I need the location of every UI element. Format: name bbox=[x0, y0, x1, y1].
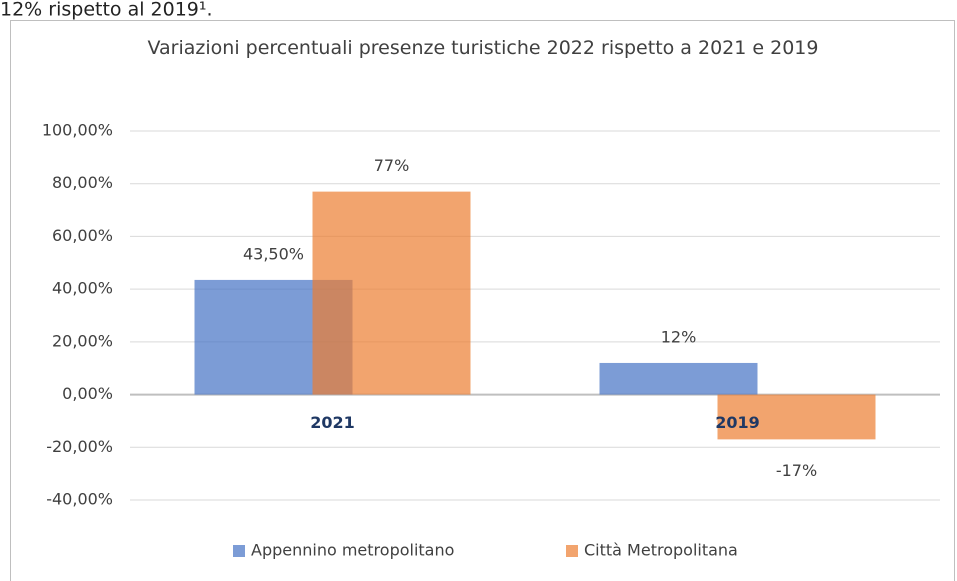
bar bbox=[717, 394, 876, 440]
chart-border bbox=[10, 20, 955, 581]
legend-label: Appennino metropolitano bbox=[251, 541, 454, 560]
data-label: 43,50% bbox=[243, 244, 304, 263]
bar bbox=[312, 191, 471, 395]
bar bbox=[599, 362, 758, 395]
y-tick-label: 0,00% bbox=[62, 384, 113, 403]
legend-swatch bbox=[233, 545, 245, 557]
text-above: 12% rispetto al 2019¹. bbox=[0, 0, 213, 21]
chart-title: Variazioni percentuali presenze turistic… bbox=[147, 37, 819, 59]
y-tick-label: -20,00% bbox=[46, 437, 113, 456]
data-label: 77% bbox=[374, 156, 410, 175]
y-tick-label: 40,00% bbox=[52, 279, 113, 298]
y-tick-label: 100,00% bbox=[42, 121, 113, 140]
x-tick-label: 2021 bbox=[310, 413, 355, 432]
y-tick-label: 20,00% bbox=[52, 331, 113, 350]
data-label: 12% bbox=[661, 327, 697, 346]
legend-swatch bbox=[566, 545, 578, 557]
y-tick-label: -40,00% bbox=[46, 490, 113, 509]
data-label: -17% bbox=[776, 461, 817, 480]
y-tick-label: 60,00% bbox=[52, 226, 113, 245]
legend-label: Città Metropolitana bbox=[584, 541, 738, 560]
x-tick-label: 2019 bbox=[715, 413, 760, 432]
y-tick-label: 80,00% bbox=[52, 173, 113, 192]
